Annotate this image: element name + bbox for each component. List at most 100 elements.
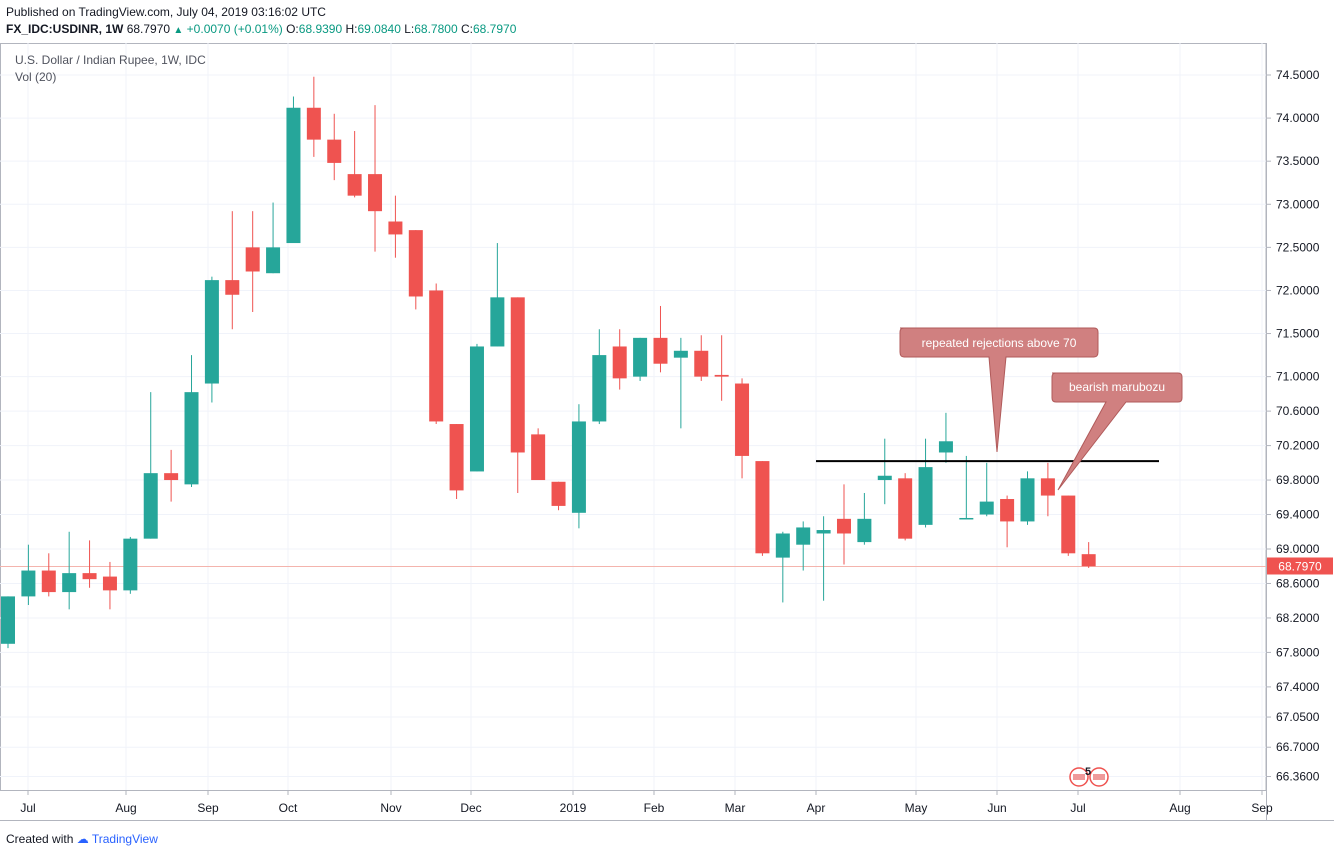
high-label: H: [345,22,358,36]
candle-body-down [898,478,913,539]
candle-body-up [775,533,790,558]
candle[interactable] [143,392,158,539]
candle[interactable] [164,449,179,502]
last-price-tag-text: 68.7970 [1278,559,1322,573]
candle[interactable] [877,438,892,505]
candle[interactable] [327,113,342,181]
candle[interactable] [102,561,117,610]
candle[interactable] [714,335,729,401]
candle[interactable] [959,455,974,520]
candle[interactable] [979,462,994,517]
candle-body-down [836,518,851,534]
candle[interactable] [592,329,607,425]
candle[interactable] [510,297,525,493]
candle[interactable] [694,335,709,381]
candle[interactable] [204,276,219,403]
x-tick-label: Sep [197,801,219,815]
open-label: O: [286,22,299,36]
callout-rejections-text: repeated rejections above 70 [922,336,1077,350]
candle[interactable] [1000,495,1015,548]
candle[interactable] [571,404,586,529]
candle[interactable] [1040,462,1055,517]
candle-body-up [959,517,974,520]
candle-body-up [571,421,586,513]
candle[interactable] [429,283,444,425]
candle[interactable] [918,438,933,528]
y-tick-label: 67.0500 [1276,710,1320,724]
candle[interactable] [898,473,913,541]
candle[interactable] [286,96,301,244]
candle-body-up [857,518,872,543]
tradingview-brand[interactable]: TradingView [91,832,158,846]
candle-body-down [1000,499,1015,522]
candle[interactable] [368,105,383,252]
callout-rejections[interactable] [899,327,1099,453]
y-tick-label: 71.0000 [1276,370,1320,384]
candle[interactable] [938,412,953,463]
candle[interactable] [306,76,321,157]
candle-body-up [592,355,607,422]
candle[interactable] [225,211,240,330]
created-with-label: Created with [6,832,74,846]
candle[interactable] [184,355,199,487]
candle[interactable] [1020,471,1035,525]
plot-area[interactable] [0,43,1267,791]
candle[interactable] [816,516,831,601]
event-count-badge: 5 [1085,766,1091,778]
low-label: L: [404,22,415,36]
candle[interactable] [1061,495,1076,556]
candle[interactable] [82,540,97,588]
y-tick-label: 68.6000 [1276,576,1320,590]
callout-marubozu[interactable] [1051,372,1183,491]
candle[interactable] [531,428,546,481]
candle[interactable] [266,202,281,274]
candle[interactable] [857,492,872,545]
close-value: 68.7970 [472,22,517,36]
x-tick-label: Sep [1251,801,1273,815]
candle[interactable] [123,536,138,594]
y-tick-label: 72.0000 [1276,283,1320,297]
x-tick-label: 2019 [560,801,587,815]
x-tick-label: Apr [807,801,826,815]
candle[interactable] [775,531,790,603]
candle[interactable] [408,230,423,310]
candle[interactable] [796,521,811,571]
candle[interactable] [836,484,851,565]
candle[interactable] [735,378,750,479]
candle[interactable] [62,531,77,610]
candle-body-up [143,473,158,539]
candle[interactable] [1081,542,1096,568]
candle[interactable] [1,596,15,649]
candle[interactable] [388,195,403,258]
tradingview-logo-icon: ☁ [76,832,89,846]
candle-body-up [1020,478,1035,522]
candle[interactable] [245,211,260,312]
candle-body-down [653,337,668,364]
candle[interactable] [612,329,627,390]
y-tick-label: 72.5000 [1276,240,1320,254]
candle[interactable] [347,131,362,198]
candle[interactable] [673,337,688,429]
candle-body-up [816,530,831,534]
x-tick-label: Jul [1070,801,1085,815]
published-line: Published on TradingView.com, July 04, 2… [6,5,326,19]
candle-body-down [694,350,709,377]
high-value: 69.0840 [357,22,401,36]
candle-body-up [123,538,138,591]
x-tick-label: Nov [380,801,401,815]
candle[interactable] [755,461,770,556]
candle-body-up [673,350,688,358]
candle[interactable] [41,553,56,597]
candle-body-down [510,297,525,453]
candle[interactable] [490,243,505,347]
candle[interactable] [449,424,464,500]
candle-body-up [469,346,484,472]
candle[interactable] [21,544,36,606]
candle-body-down [306,107,321,140]
candle[interactable] [551,481,566,511]
y-tick-label: 70.6000 [1276,404,1320,418]
candle[interactable] [633,337,648,381]
candle[interactable] [469,343,484,472]
candle[interactable] [653,305,668,373]
